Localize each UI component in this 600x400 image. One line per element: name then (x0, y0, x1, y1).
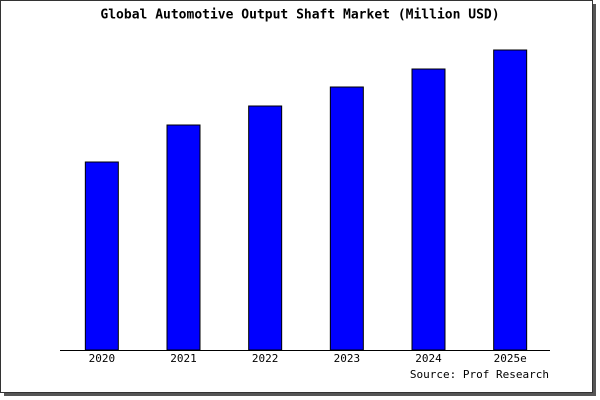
bar (166, 124, 201, 351)
x-tick-label: 2025e (494, 352, 527, 365)
bar (329, 86, 364, 351)
source-note: Source: Prof Research (410, 368, 549, 381)
x-tick-label: 2020 (89, 352, 116, 365)
x-tick-label: 2024 (415, 352, 442, 365)
x-tick-label: 2022 (252, 352, 279, 365)
x-tick-label: 2021 (170, 352, 197, 365)
bar (84, 161, 119, 351)
plot-area (60, 48, 550, 350)
bar (411, 68, 446, 351)
chart-title: Global Automotive Output Shaft Market (M… (100, 8, 499, 23)
bar (248, 105, 283, 351)
x-tick-label: 2023 (334, 352, 361, 365)
bar (493, 49, 528, 351)
